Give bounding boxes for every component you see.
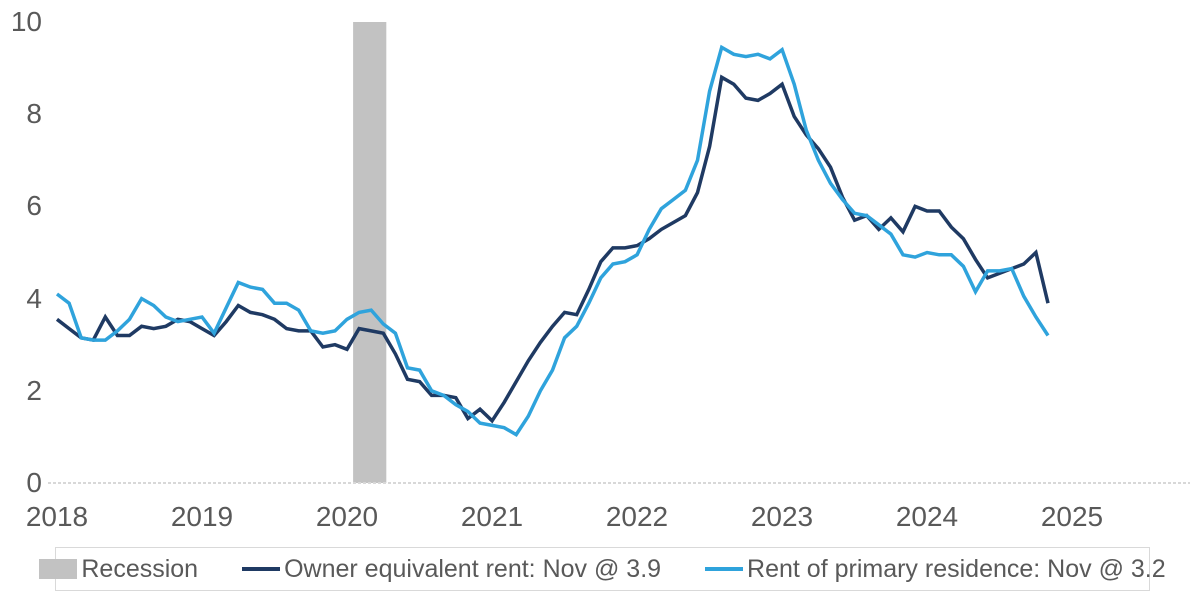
x-axis-tick-label: 2019 — [170, 501, 234, 532]
x-axis-tick-label: 2022 — [605, 501, 669, 532]
rent-primary-residence-line — [55, 44, 1050, 437]
rent-primary-residence-swatch — [705, 567, 744, 571]
y-axis-tick-label: 0 — [26, 467, 42, 498]
x-axis-tick-label: 2021 — [460, 501, 524, 532]
y-axis-tick-label: 6 — [26, 190, 42, 221]
legend-item-owner-equivalent-rent: Owner equivalent rent: Nov @ 3.9 — [242, 555, 661, 584]
legend-label-owner-equivalent-rent: Owner equivalent rent: Nov @ 3.9 — [284, 554, 662, 583]
x-axis-tick-label: 2018 — [25, 501, 89, 532]
legend-label-recession: Recession — [81, 554, 199, 583]
x-axis-tick-label: 2024 — [895, 501, 959, 532]
y-axis-tick-label: 2 — [26, 375, 42, 406]
recession-band — [353, 22, 387, 483]
legend-label-rent-primary-residence: Rent of primary residence: Nov @ 3.2 — [747, 554, 1166, 583]
x-axis-tick-label: 2025 — [1040, 501, 1104, 532]
legend: Recession Owner equivalent rent: Nov @ 3… — [39, 547, 1166, 591]
legend-item-rent-primary-residence: Rent of primary residence: Nov @ 3.2 — [705, 555, 1166, 584]
y-axis-tick-label: 4 — [26, 283, 42, 314]
x-axis-tick-label: 2023 — [750, 501, 814, 532]
x-axis-tick-label: 2020 — [315, 501, 379, 532]
owner-equivalent-rent-line — [55, 74, 1050, 424]
recession-swatch — [39, 559, 78, 579]
owner-equivalent-rent-swatch — [242, 567, 281, 571]
legend-item-recession: Recession — [39, 555, 198, 584]
y-axis-tick-label: 10 — [10, 6, 42, 37]
y-axis-tick-label: 8 — [26, 98, 42, 129]
